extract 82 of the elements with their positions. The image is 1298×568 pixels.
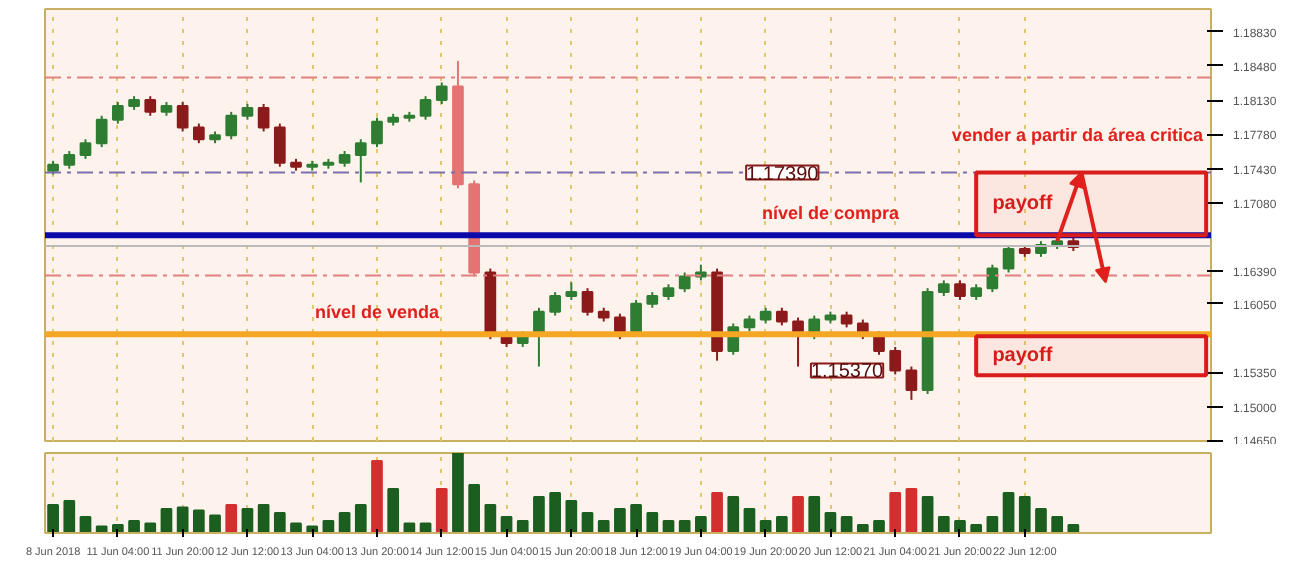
annotation: nível de compra — [761, 203, 901, 224]
annotation: vender a partir da área critica — [951, 124, 1205, 145]
candlestick — [144, 95, 157, 117]
annotation: nível de venda — [314, 302, 441, 323]
candlestick — [192, 122, 205, 145]
bar — [1067, 524, 1080, 533]
bar — [1002, 492, 1015, 533]
candlestick — [371, 116, 383, 149]
bar — [727, 496, 740, 533]
bar — [921, 496, 934, 533]
bar — [597, 520, 610, 533]
candlestick — [614, 312, 626, 341]
bar — [63, 500, 76, 533]
candlestick — [905, 365, 918, 401]
bar — [808, 496, 821, 533]
bar — [759, 520, 772, 533]
candlestick — [581, 287, 594, 317]
bar — [387, 488, 400, 533]
candlestick — [112, 101, 124, 125]
bar — [743, 508, 756, 533]
bar — [144, 522, 157, 533]
bar — [484, 504, 497, 533]
bar — [549, 492, 561, 533]
bar — [695, 516, 707, 533]
bar — [516, 520, 529, 533]
candlestick — [954, 279, 966, 301]
candlestick — [419, 95, 432, 121]
bar — [533, 496, 545, 533]
bar — [354, 504, 367, 533]
bar — [192, 509, 205, 533]
bar — [403, 522, 416, 533]
bar — [1018, 496, 1031, 533]
candlestick — [225, 110, 238, 141]
band-label: payoff — [992, 192, 1054, 215]
bar — [614, 508, 626, 533]
bar — [792, 496, 804, 533]
bar — [371, 460, 383, 533]
bar — [79, 516, 92, 533]
bar — [775, 516, 788, 533]
bar — [273, 512, 286, 533]
bar — [160, 508, 173, 533]
candlestick — [549, 291, 561, 317]
candlestick — [354, 138, 367, 184]
candlestick — [435, 81, 448, 106]
candlestick — [257, 103, 270, 133]
bar — [452, 453, 464, 533]
bar — [128, 520, 140, 533]
band-label: payoff — [992, 344, 1054, 367]
bar — [954, 520, 966, 533]
candlestick — [95, 114, 108, 149]
bar — [970, 524, 983, 533]
candlestick — [79, 138, 92, 160]
bar — [856, 524, 869, 533]
bar — [176, 506, 189, 533]
candlestick — [273, 122, 286, 168]
bar — [565, 500, 578, 533]
bar — [435, 488, 448, 533]
bar — [290, 522, 302, 533]
bar — [47, 504, 59, 533]
bar — [937, 516, 950, 533]
bar — [1035, 508, 1047, 533]
candlestick — [889, 345, 902, 376]
bar — [419, 522, 432, 533]
bar — [840, 516, 853, 533]
bar — [225, 504, 238, 533]
bar — [468, 484, 481, 533]
bar — [646, 512, 659, 533]
bar — [889, 492, 902, 533]
bar — [209, 514, 221, 533]
candlestick — [176, 101, 189, 133]
bar — [257, 504, 270, 533]
bar — [711, 492, 723, 533]
bar — [338, 512, 351, 533]
bar — [873, 520, 885, 533]
bar — [1051, 516, 1064, 533]
bar — [630, 504, 642, 533]
candlestick — [678, 271, 691, 294]
bar — [986, 516, 999, 533]
bar — [905, 488, 918, 533]
bar — [678, 520, 691, 533]
candlestick — [1002, 244, 1015, 274]
bar — [581, 512, 594, 533]
